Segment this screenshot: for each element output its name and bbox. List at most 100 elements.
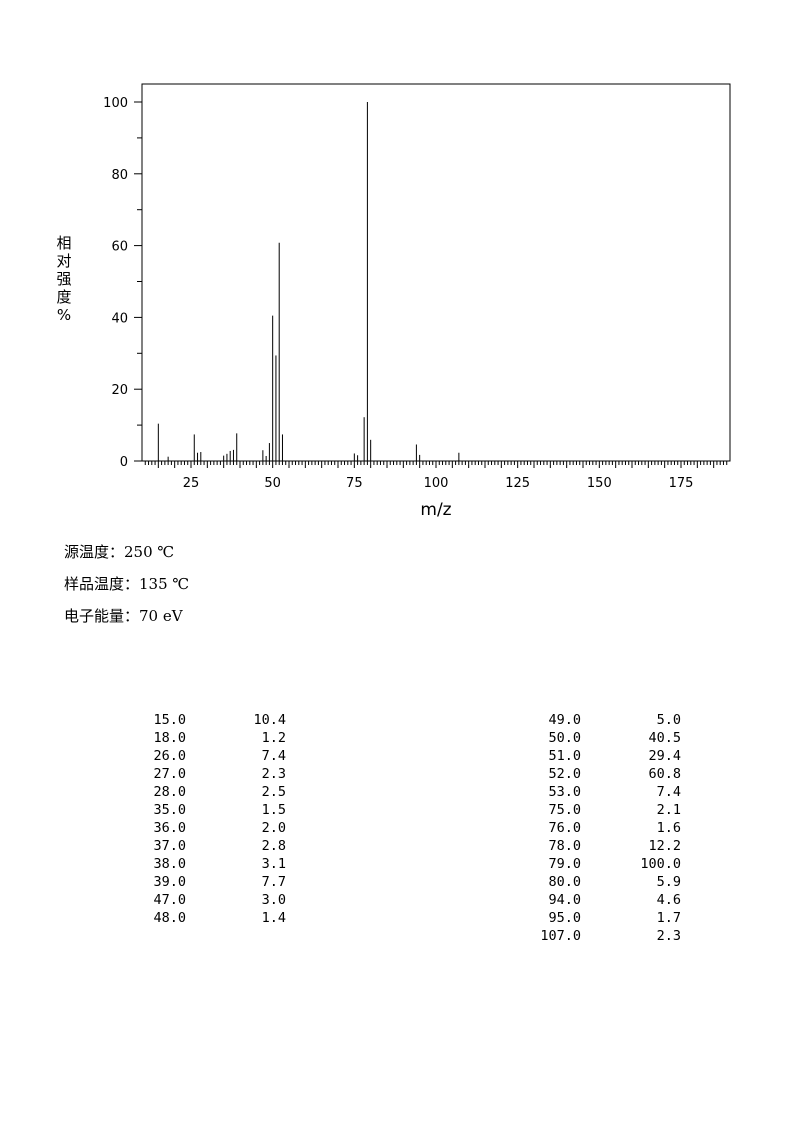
y-axis-label-char: 相 bbox=[56, 234, 72, 252]
mz-value: 51.0 bbox=[548, 748, 581, 764]
mz-value: 49.0 bbox=[548, 712, 581, 728]
intensity-value: 2.3 bbox=[261, 766, 286, 782]
table-row: 37.0 2.8 bbox=[136, 837, 286, 855]
table-row: 95.0 1.7 bbox=[531, 909, 681, 927]
x-tick-label: 175 bbox=[669, 476, 694, 491]
y-tick-label: 0 bbox=[120, 455, 128, 470]
peak-table-right: 49.0 5.0 50.0 40.5 51.0 29.4 52.0 60.8 53.0 7.4 75… bbox=[531, 711, 681, 945]
table-row: 15.0 10.4 bbox=[136, 711, 286, 729]
mz-value: 47.0 bbox=[153, 892, 186, 908]
sample-temperature: 样品温度：135 ℃ bbox=[64, 575, 190, 593]
intensity-value: 60.8 bbox=[648, 766, 681, 782]
table-row: 52.0 60.8 bbox=[531, 765, 681, 783]
intensity-value: 1.4 bbox=[261, 910, 286, 926]
y-tick-label: 100 bbox=[103, 96, 128, 111]
mz-value: 18.0 bbox=[153, 730, 186, 746]
y-axis-label-char: 度 bbox=[56, 288, 72, 306]
x-tick-label: 150 bbox=[587, 476, 612, 491]
mz-value: 27.0 bbox=[153, 766, 186, 782]
mz-value: 52.0 bbox=[548, 766, 581, 782]
mz-value: 76.0 bbox=[548, 820, 581, 836]
peak-bars bbox=[157, 102, 460, 461]
table-row: 80.0 5.9 bbox=[531, 873, 681, 891]
mz-value: 95.0 bbox=[548, 910, 581, 926]
y-axis-label: 相 对 强 度 % bbox=[54, 234, 74, 324]
table-row: 49.0 5.0 bbox=[531, 711, 681, 729]
table-row: 36.0 2.0 bbox=[136, 819, 286, 837]
x-axis-label: m/z bbox=[420, 500, 451, 520]
mz-value: 53.0 bbox=[548, 784, 581, 800]
intensity-value: 2.3 bbox=[656, 928, 681, 944]
intensity-value: 7.7 bbox=[261, 874, 286, 890]
mass-spectrum-chart: 0 20 40 60 80 100 25 50 75 100 125 150 175 m/z bbox=[103, 83, 731, 520]
x-tick-label: 50 bbox=[264, 476, 281, 491]
table-row: 50.0 40.5 bbox=[531, 729, 681, 747]
x-tick-label: 100 bbox=[424, 476, 449, 491]
table-row: 18.0 1.2 bbox=[136, 729, 286, 747]
x-tick-label: 125 bbox=[505, 476, 530, 491]
peak-table-left: 15.0 10.4 18.0 1.2 26.0 7.4 27.0 2.3 28.0 2.5 35.0… bbox=[136, 711, 286, 927]
x-axis: 25 50 75 100 125 150 175 bbox=[144, 461, 728, 491]
table-row: 107.0 2.3 bbox=[531, 927, 681, 945]
y-axis-label-char: 强 bbox=[56, 270, 72, 288]
intensity-value: 1.7 bbox=[656, 910, 681, 926]
intensity-value: 10.4 bbox=[253, 712, 286, 728]
x-tick-label: 75 bbox=[346, 476, 363, 491]
intensity-value: 100.0 bbox=[640, 856, 681, 872]
mz-value: 35.0 bbox=[153, 802, 186, 818]
table-row: 76.0 1.6 bbox=[531, 819, 681, 837]
intensity-value: 5.0 bbox=[656, 712, 681, 728]
table-row: 51.0 29.4 bbox=[531, 747, 681, 765]
table-row: 48.0 1.4 bbox=[136, 909, 286, 927]
table-row: 27.0 2.3 bbox=[136, 765, 286, 783]
y-tick-label: 40 bbox=[111, 311, 128, 326]
intensity-value: 1.6 bbox=[656, 820, 681, 836]
table-row: 79.0 100.0 bbox=[531, 855, 681, 873]
mz-value: 38.0 bbox=[153, 856, 186, 872]
table-row: 35.0 1.5 bbox=[136, 801, 286, 819]
table-row: 75.0 2.1 bbox=[531, 801, 681, 819]
table-row: 26.0 7.4 bbox=[136, 747, 286, 765]
intensity-value: 1.5 bbox=[261, 802, 286, 818]
intensity-value: 2.1 bbox=[656, 802, 681, 818]
electron-energy: 电子能量：70 eV bbox=[64, 607, 183, 625]
y-axis: 0 20 40 60 80 100 bbox=[103, 96, 142, 470]
y-tick-label: 20 bbox=[111, 383, 128, 398]
intensity-value: 1.2 bbox=[261, 730, 286, 746]
mz-value: 39.0 bbox=[153, 874, 186, 890]
intensity-value: 2.0 bbox=[261, 820, 286, 836]
mz-value: 107.0 bbox=[540, 928, 581, 944]
source-temperature: 源温度：250 ℃ bbox=[64, 543, 175, 561]
table-row: 53.0 7.4 bbox=[531, 783, 681, 801]
table-row: 94.0 4.6 bbox=[531, 891, 681, 909]
mz-value: 26.0 bbox=[153, 748, 186, 764]
mz-value: 78.0 bbox=[548, 838, 581, 854]
plot-frame bbox=[141, 83, 731, 462]
mz-value: 94.0 bbox=[548, 892, 581, 908]
intensity-value: 2.5 bbox=[261, 784, 286, 800]
y-tick-label: 60 bbox=[111, 240, 128, 255]
intensity-value: 2.8 bbox=[261, 838, 286, 854]
intensity-value: 5.9 bbox=[656, 874, 681, 890]
intensity-value: 7.4 bbox=[656, 784, 681, 800]
intensity-value: 4.6 bbox=[656, 892, 681, 908]
intensity-value: 29.4 bbox=[648, 748, 681, 764]
mz-value: 75.0 bbox=[548, 802, 581, 818]
table-row: 38.0 3.1 bbox=[136, 855, 286, 873]
table-row: 39.0 7.7 bbox=[136, 873, 286, 891]
mz-value: 50.0 bbox=[548, 730, 581, 746]
x-tick-label: 25 bbox=[183, 476, 200, 491]
intensity-value: 7.4 bbox=[261, 748, 286, 764]
mz-value: 15.0 bbox=[153, 712, 186, 728]
intensity-value: 3.1 bbox=[261, 856, 286, 872]
mz-value: 79.0 bbox=[548, 856, 581, 872]
y-tick-label: 80 bbox=[111, 168, 128, 183]
intensity-value: 3.0 bbox=[261, 892, 286, 908]
intensity-value: 40.5 bbox=[648, 730, 681, 746]
y-axis-label-char: 对 bbox=[56, 252, 72, 270]
mz-value: 37.0 bbox=[153, 838, 186, 854]
table-row: 47.0 3.0 bbox=[136, 891, 286, 909]
mz-value: 28.0 bbox=[153, 784, 186, 800]
y-axis-label-char: % bbox=[56, 306, 72, 324]
table-row: 28.0 2.5 bbox=[136, 783, 286, 801]
